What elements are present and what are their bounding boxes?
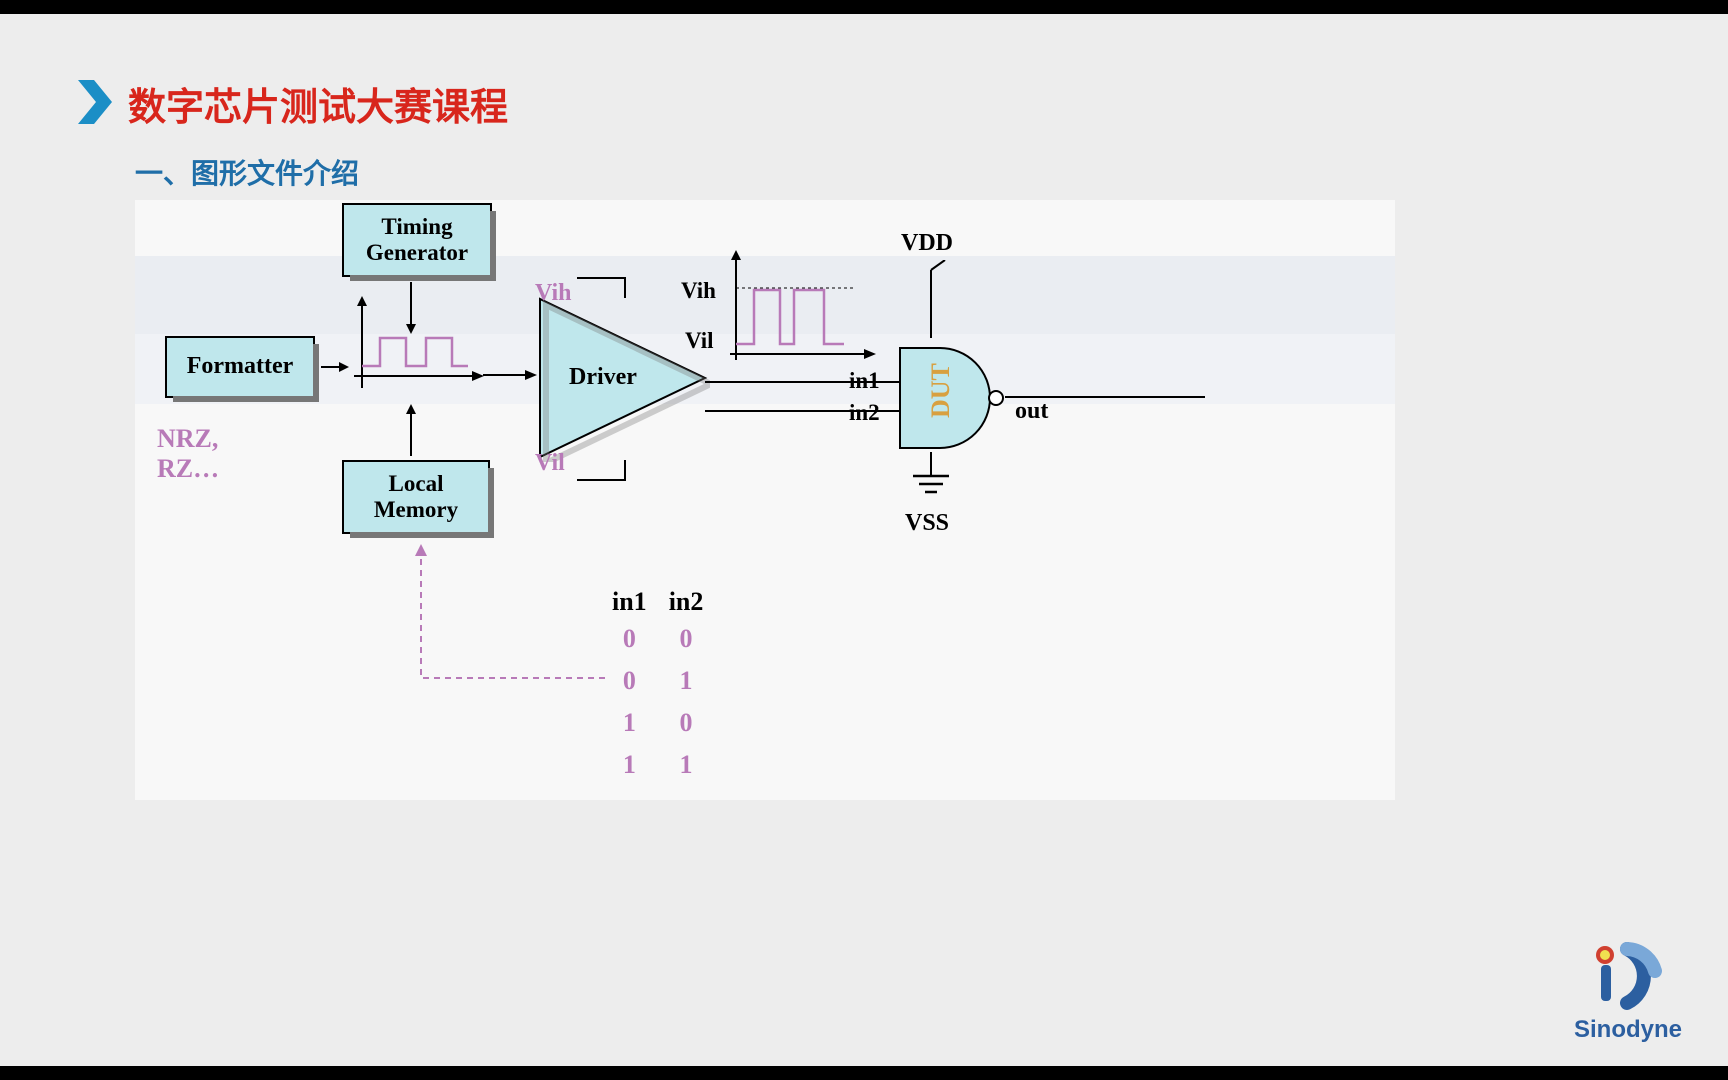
- page: 数字芯片测试大赛课程 一、图形文件介绍 Timing Generator For…: [0, 0, 1728, 1080]
- th-in2: in2: [659, 587, 714, 617]
- in2-label: in2: [849, 400, 880, 426]
- arrow-local-up: [401, 400, 421, 460]
- vss-ground-icon: [907, 452, 957, 506]
- logo-ic-icon: [1583, 941, 1673, 1011]
- vih-right-label: Vih: [681, 278, 716, 304]
- dashed-arrow-to-memory: [407, 540, 617, 690]
- letterbox-top: [0, 0, 1728, 14]
- nrz-label: NRZ,: [157, 424, 218, 454]
- truth-table: in1 in2 00 01 10 11: [600, 585, 715, 787]
- in1-label: in1: [849, 368, 880, 394]
- page-title: 数字芯片测试大赛课程: [128, 76, 508, 131]
- vil-bracket-left: [573, 456, 633, 484]
- arrow-timing-down: [401, 278, 421, 338]
- out-label: out: [1015, 398, 1048, 425]
- letterbox-bottom: [0, 1066, 1728, 1080]
- vdd-connector: [911, 260, 951, 340]
- timing-l1: Timing: [381, 214, 452, 240]
- cell: 1: [602, 703, 657, 743]
- th-in1: in1: [602, 587, 657, 617]
- vih-bracket-left: [573, 274, 633, 302]
- vdd-label: VDD: [901, 230, 953, 257]
- cell: 1: [602, 745, 657, 785]
- rz-label: RZ…: [157, 454, 219, 484]
- local-memory-box: Local Memory: [342, 460, 490, 534]
- logo-text: Sinodyne: [1568, 1016, 1688, 1044]
- timing-l2: Generator: [366, 240, 468, 266]
- arrow-to-driver: [483, 368, 539, 382]
- timing-generator-box: Timing Generator: [342, 203, 492, 277]
- cell: 0: [602, 619, 657, 659]
- vih-left-label: Vih: [535, 280, 571, 307]
- formatter-box: Formatter: [165, 336, 315, 398]
- cell: 0: [659, 619, 714, 659]
- arrow-formatter-out: [321, 360, 351, 374]
- dut-label: DUT: [926, 363, 956, 418]
- vil-right-label: Vil: [685, 328, 714, 354]
- section-subtitle: 一、图形文件介绍: [135, 152, 359, 192]
- output-waveform: [726, 250, 881, 370]
- driver-label: Driver: [569, 364, 637, 391]
- local-l2: Memory: [374, 497, 458, 523]
- vil-left-label: Vil: [535, 450, 565, 477]
- local-l1: Local: [389, 471, 444, 497]
- sinodyne-logo: Sinodyne: [1568, 941, 1688, 1044]
- cell: 1: [659, 745, 714, 785]
- formatter-l1: Formatter: [187, 353, 294, 381]
- cell: 0: [602, 661, 657, 701]
- cell: 1: [659, 661, 714, 701]
- cell: 0: [659, 703, 714, 743]
- diagram-canvas: Timing Generator Formatter Local Memory …: [135, 200, 1395, 800]
- chevron-icon: [78, 80, 114, 124]
- vss-label: VSS: [905, 510, 949, 537]
